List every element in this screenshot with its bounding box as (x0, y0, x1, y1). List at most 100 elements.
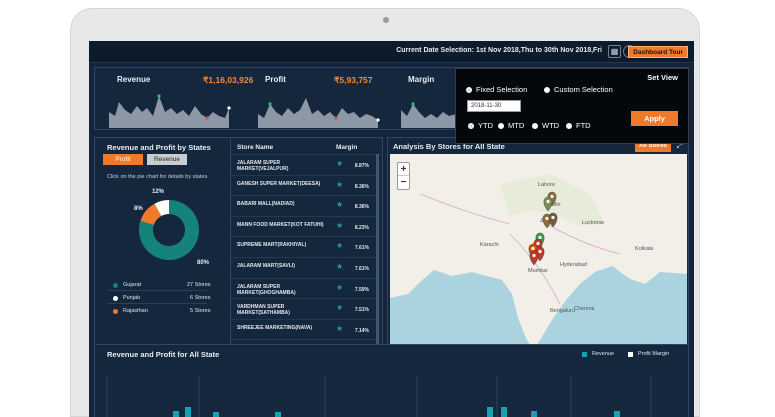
star-icon: ★ (336, 282, 344, 292)
marker-dot (538, 235, 542, 240)
pie-slice-gujarat[interactable] (139, 200, 199, 260)
bar[interactable] (614, 411, 620, 417)
map-label: Lahore (538, 182, 555, 188)
table-scrollbar[interactable] (376, 154, 379, 380)
date-input[interactable]: 2018-11-30 (467, 100, 521, 112)
legend-state-gujarat[interactable]: Gujarat (123, 282, 142, 288)
pie-label-gujarat: 80% (197, 260, 210, 266)
margin-sparkline (401, 102, 456, 128)
bar[interactable] (501, 407, 507, 417)
bar[interactable] (487, 407, 493, 417)
map-label: Mumbai (528, 268, 548, 274)
bottom-panel: Revenue and Profit for All State Revenue… (94, 344, 689, 417)
store-name-header: Store Name (237, 144, 274, 151)
store-name: JALARAM SUPER MARKET(VEJALPUR) (237, 160, 289, 172)
table-row[interactable]: SUPREME MART(RAKHIYAL) ★ 7.61% (231, 236, 381, 257)
legend-stores-gujarat: 27 Stores (187, 282, 211, 288)
bar[interactable] (275, 412, 281, 417)
pie-slice-rajasthan[interactable] (140, 203, 162, 226)
mtd-label: MTD (508, 121, 525, 130)
store-marker-icon[interactable] (529, 250, 539, 266)
dashboard-screen: Current Date Selection: 1st Nov 2018,Thu… (89, 41, 694, 417)
calendar-icon[interactable]: ▦ (608, 45, 621, 58)
bar[interactable] (185, 407, 191, 417)
map-label: Hyderabad (560, 262, 587, 268)
states-panel: Revenue and Profit by States Profit Reve… (94, 137, 383, 381)
star-icon: ★ (336, 323, 344, 333)
star-icon: ★ (336, 262, 344, 271)
mtd-radio[interactable]: MTD (498, 121, 524, 130)
marker-dot (545, 216, 549, 221)
marker-dot (536, 241, 540, 246)
star-icon: ★ (336, 241, 344, 251)
legend-state-punjab[interactable]: Punjab (123, 295, 141, 301)
profit-toggle[interactable]: Profit (103, 154, 143, 165)
table-row[interactable]: BABARI MALL(NADIAD) ★ 8.36% (231, 195, 381, 216)
profit-value: ₹5,93,757 (334, 75, 373, 85)
table-row[interactable]: VARDHMAN SUPER MARKET(SATHAMBA) ★ 7.51% (231, 298, 381, 319)
zoom-in-button[interactable]: + (398, 163, 409, 176)
margin-label: Margin (408, 75, 435, 84)
table-row[interactable]: GANESH SUPER MARKET(DEESA) ★ 8.36% (231, 174, 381, 196)
ytd-label: YTD (478, 121, 493, 130)
bottom-bar-chart (106, 375, 652, 417)
bar[interactable] (173, 411, 179, 417)
legend-stores-rajasthan: 5 Stores (190, 308, 211, 314)
legend-stores-punjab: 6 Stores (190, 295, 211, 301)
map-label: Kolkata (635, 246, 654, 252)
store-map[interactable]: LahoreDelhiJaipurLucknowKarachiMumbaiHyd… (390, 154, 687, 380)
legend-state-rajasthan[interactable]: Rajasthan (123, 308, 148, 314)
apply-button[interactable]: Apply (631, 111, 678, 126)
marker-dot (538, 249, 542, 254)
bar[interactable] (531, 411, 537, 417)
fullscreen-icon[interactable]: ⤢ (676, 141, 683, 150)
table-row[interactable]: JALARAM SUPER MARKET(VEJALPUR) ★ 8.87% (231, 154, 381, 175)
dashboard-tour-button[interactable]: Dashboard Tour (628, 46, 688, 58)
revenue-sparkline (109, 94, 231, 128)
pie-label-rajasthan: 12% (152, 189, 165, 195)
wtd-radio[interactable]: WTD (532, 121, 559, 130)
custom-selection-radio[interactable]: Custom Selection (544, 85, 613, 94)
store-margin: 8.87% (354, 163, 369, 169)
table-row[interactable]: SHREEJEE MARKETING(NAVA) ★ 7.14% (231, 318, 381, 340)
legend-dot-rajasthan (113, 309, 118, 314)
ftd-radio[interactable]: FTD (566, 121, 591, 130)
top-bar: Current Date Selection: 1st Nov 2018,Thu… (89, 41, 694, 63)
fixed-selection-radio[interactable]: Fixed Selection (466, 85, 527, 94)
bar[interactable] (213, 412, 219, 417)
zoom-out-button[interactable]: − (400, 177, 407, 188)
map-label: Lucknow (582, 220, 604, 226)
store-margin: 8.23% (354, 224, 369, 231)
marker-dot (551, 215, 555, 220)
legend-dot-gujarat (113, 283, 118, 288)
store-margin: 7.61% (354, 266, 369, 272)
state-pie-chart[interactable]: 80% 12% 8% (105, 182, 225, 274)
revenue-toggle[interactable]: Revenue (147, 154, 187, 165)
store-name: SUPREME MART(RAKHIYAL) (237, 242, 307, 249)
store-name: BABARI MALL(NADIAD) (237, 201, 295, 208)
store-name: MANN FOOD MARKET(KOT FATUHI) (237, 221, 324, 228)
legend-dot-punjab (113, 296, 118, 301)
profit-label: Profit (265, 75, 286, 84)
map-panel-title: Analysis By Stores for All State (393, 142, 505, 151)
pie-slice-punjab[interactable] (154, 200, 169, 216)
table-row[interactable]: MANN FOOD MARKET(KOT FATUHI) ★ 8.23% (231, 215, 381, 237)
ytd-radio[interactable]: YTD (468, 121, 493, 130)
map-base: LahoreDelhiJaipurLucknowKarachiMumbaiHyd… (390, 154, 687, 380)
store-marker-icon[interactable] (543, 196, 553, 212)
bottom-panel-title: Revenue and Profit for All State (107, 350, 220, 359)
date-selection-text: Current Date Selection: 1st Nov 2018,Thu… (396, 47, 602, 54)
pie-slices[interactable] (139, 200, 199, 260)
store-margin: 7.61% (354, 245, 369, 252)
legend-divider (107, 290, 207, 291)
table-row[interactable]: JALARAM SUPER MARKET(GHOGHAMBA) ★ 7.59% (231, 277, 381, 299)
map-label: Bengaluru (550, 308, 575, 314)
table-row[interactable]: JALARAM MART(SAVLI) ★ 7.61% (231, 257, 381, 278)
legend-divider (107, 303, 207, 304)
store-name: JALARAM SUPER MARKET(GHOGHAMBA) (237, 283, 296, 296)
marker-dot (532, 253, 536, 258)
all-stores-button[interactable]: All Stores (634, 141, 671, 152)
marker-dot (550, 194, 554, 199)
star-icon: ★ (336, 200, 344, 210)
store-marker-icon[interactable] (548, 212, 558, 228)
